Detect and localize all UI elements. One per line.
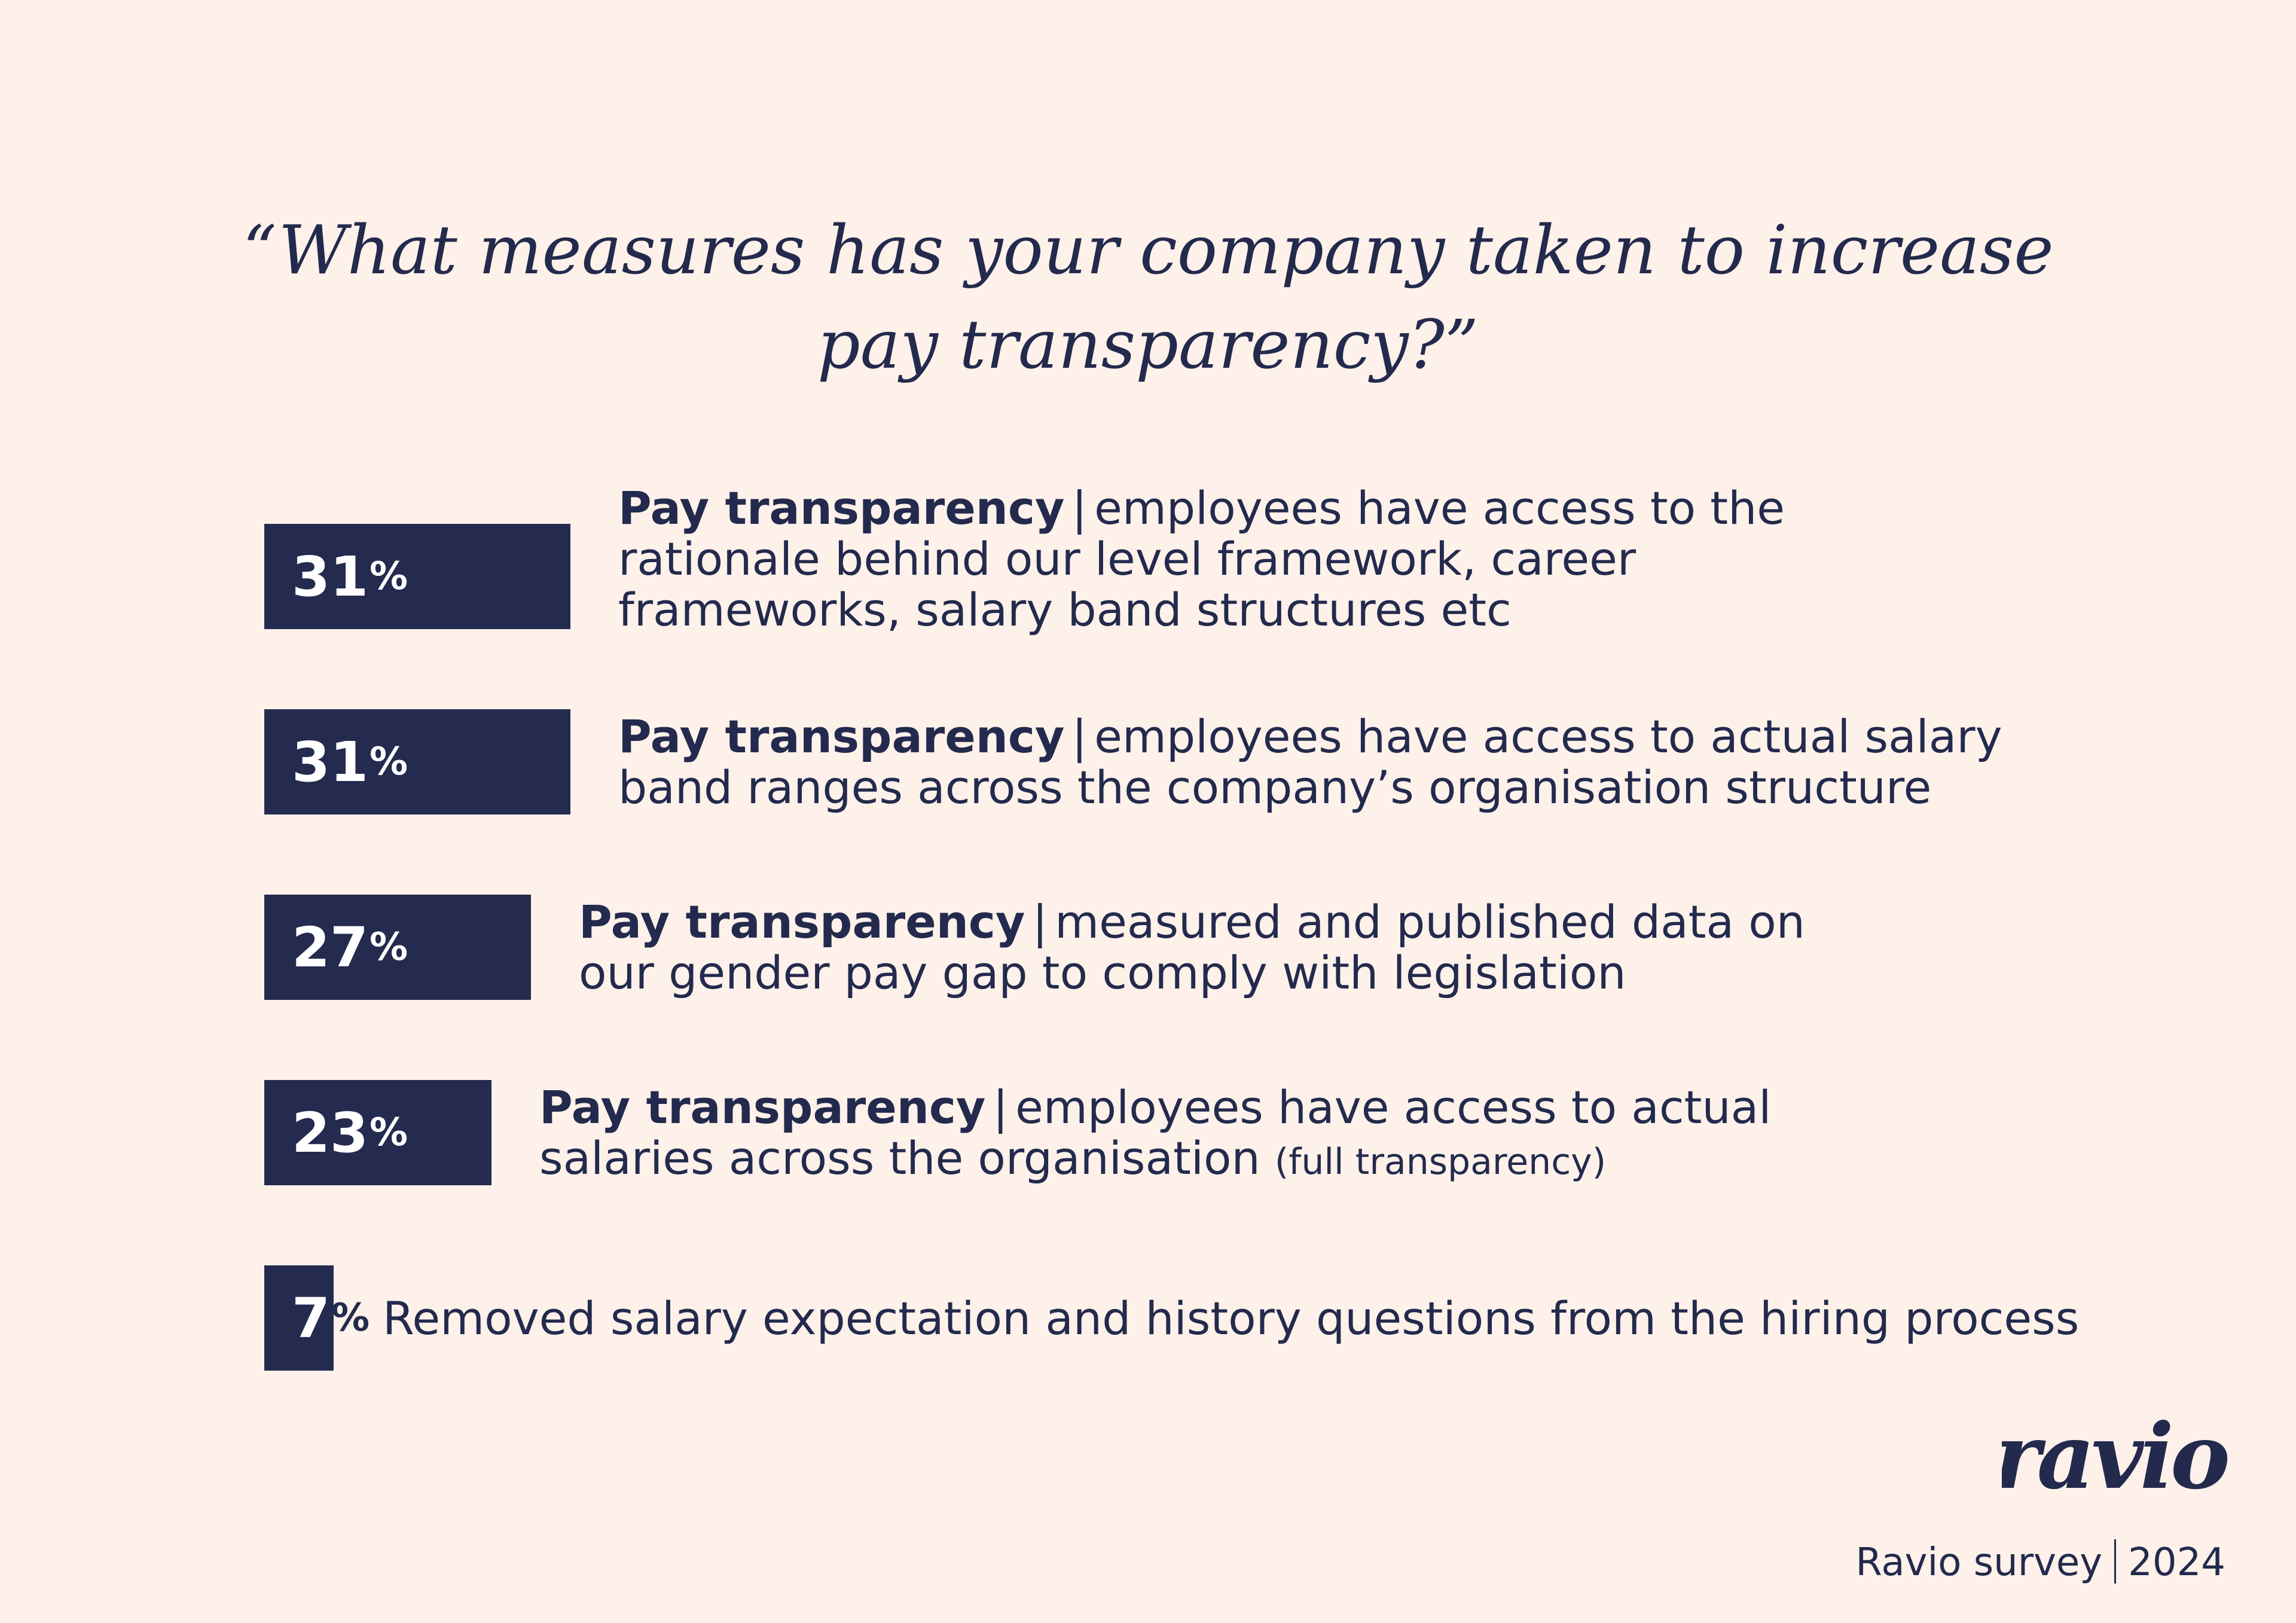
bar-2 [264, 709, 570, 814]
value-label-2: 31% [292, 709, 408, 814]
category-label-2: Pay transparency | employees have access t… [618, 711, 2002, 813]
value-number: 7 [292, 1286, 331, 1350]
value-label-5: 7% [292, 1265, 370, 1371]
value-label-1: 31% [292, 524, 408, 629]
value-label-3: 27% [292, 895, 408, 1000]
category-bold: Pay transparency [618, 481, 1065, 535]
chart-title: “What measures has your company taken to… [179, 203, 2117, 392]
footer-divider [2114, 1539, 2117, 1584]
survey-year: 2024 [2128, 1540, 2225, 1585]
category-separator: | [1032, 895, 1048, 948]
category-bold: Pay transparency [539, 1081, 986, 1134]
category-line: employees have access to the [1094, 481, 1785, 535]
category-line: employees have access to actual salary [1094, 710, 2002, 763]
category-line: Removed salary expectation and history q… [383, 1292, 2080, 1345]
category-line: band ranges across the company’s organis… [618, 761, 1932, 814]
category-label-3: Pay transparency | measured and published … [579, 896, 1805, 998]
category-line: rationale behind our level framework, ca… [618, 532, 1636, 585]
footer-credit: Ravio survey 2024 [1855, 1539, 2225, 1585]
value-label-4: 23% [292, 1080, 408, 1185]
value-number: 31 [292, 730, 369, 794]
bar-3 [264, 895, 531, 1000]
category-label-4: Pay transparency | employees have access t… [539, 1082, 1771, 1188]
category-line: frameworks, salary band structures etc [618, 583, 1512, 636]
title-line-2: pay transparency?” [817, 306, 1479, 384]
survey-label: Ravio survey [1855, 1540, 2103, 1585]
value-unit: % [331, 1296, 370, 1340]
logo-wordmark: ravio [2002, 1411, 2228, 1507]
category-bold: Pay transparency [618, 710, 1065, 763]
category-note: (full transparency) [1274, 1141, 1607, 1183]
category-line: salaries across the organisation [539, 1131, 1260, 1185]
value-unit: % [370, 554, 408, 599]
bar-1 [264, 524, 570, 629]
value-unit: % [370, 740, 408, 784]
category-separator: | [1071, 481, 1088, 535]
value-unit: % [370, 925, 408, 969]
value-number: 31 [292, 544, 369, 609]
value-number: 27 [292, 915, 369, 980]
category-separator: | [993, 1081, 1009, 1134]
category-label-1: Pay transparency | employees have access t… [618, 483, 1785, 635]
bar-4 [264, 1080, 491, 1185]
category-line: measured and published data on [1055, 895, 1805, 948]
title-line-1: “What measures has your company taken to… [242, 212, 2054, 289]
category-line: our gender pay gap to comply with legisl… [579, 946, 1626, 999]
category-separator: | [1071, 710, 1088, 763]
category-bold: Pay transparency [579, 895, 1025, 948]
value-number: 23 [292, 1100, 369, 1165]
category-line: employees have access to actual [1015, 1081, 1772, 1134]
category-label-5: Removed salary expectation and history q… [383, 1293, 2079, 1344]
bar-5 [264, 1265, 334, 1371]
ravio-logo: ravio [2002, 1411, 2229, 1507]
value-unit: % [370, 1111, 408, 1155]
